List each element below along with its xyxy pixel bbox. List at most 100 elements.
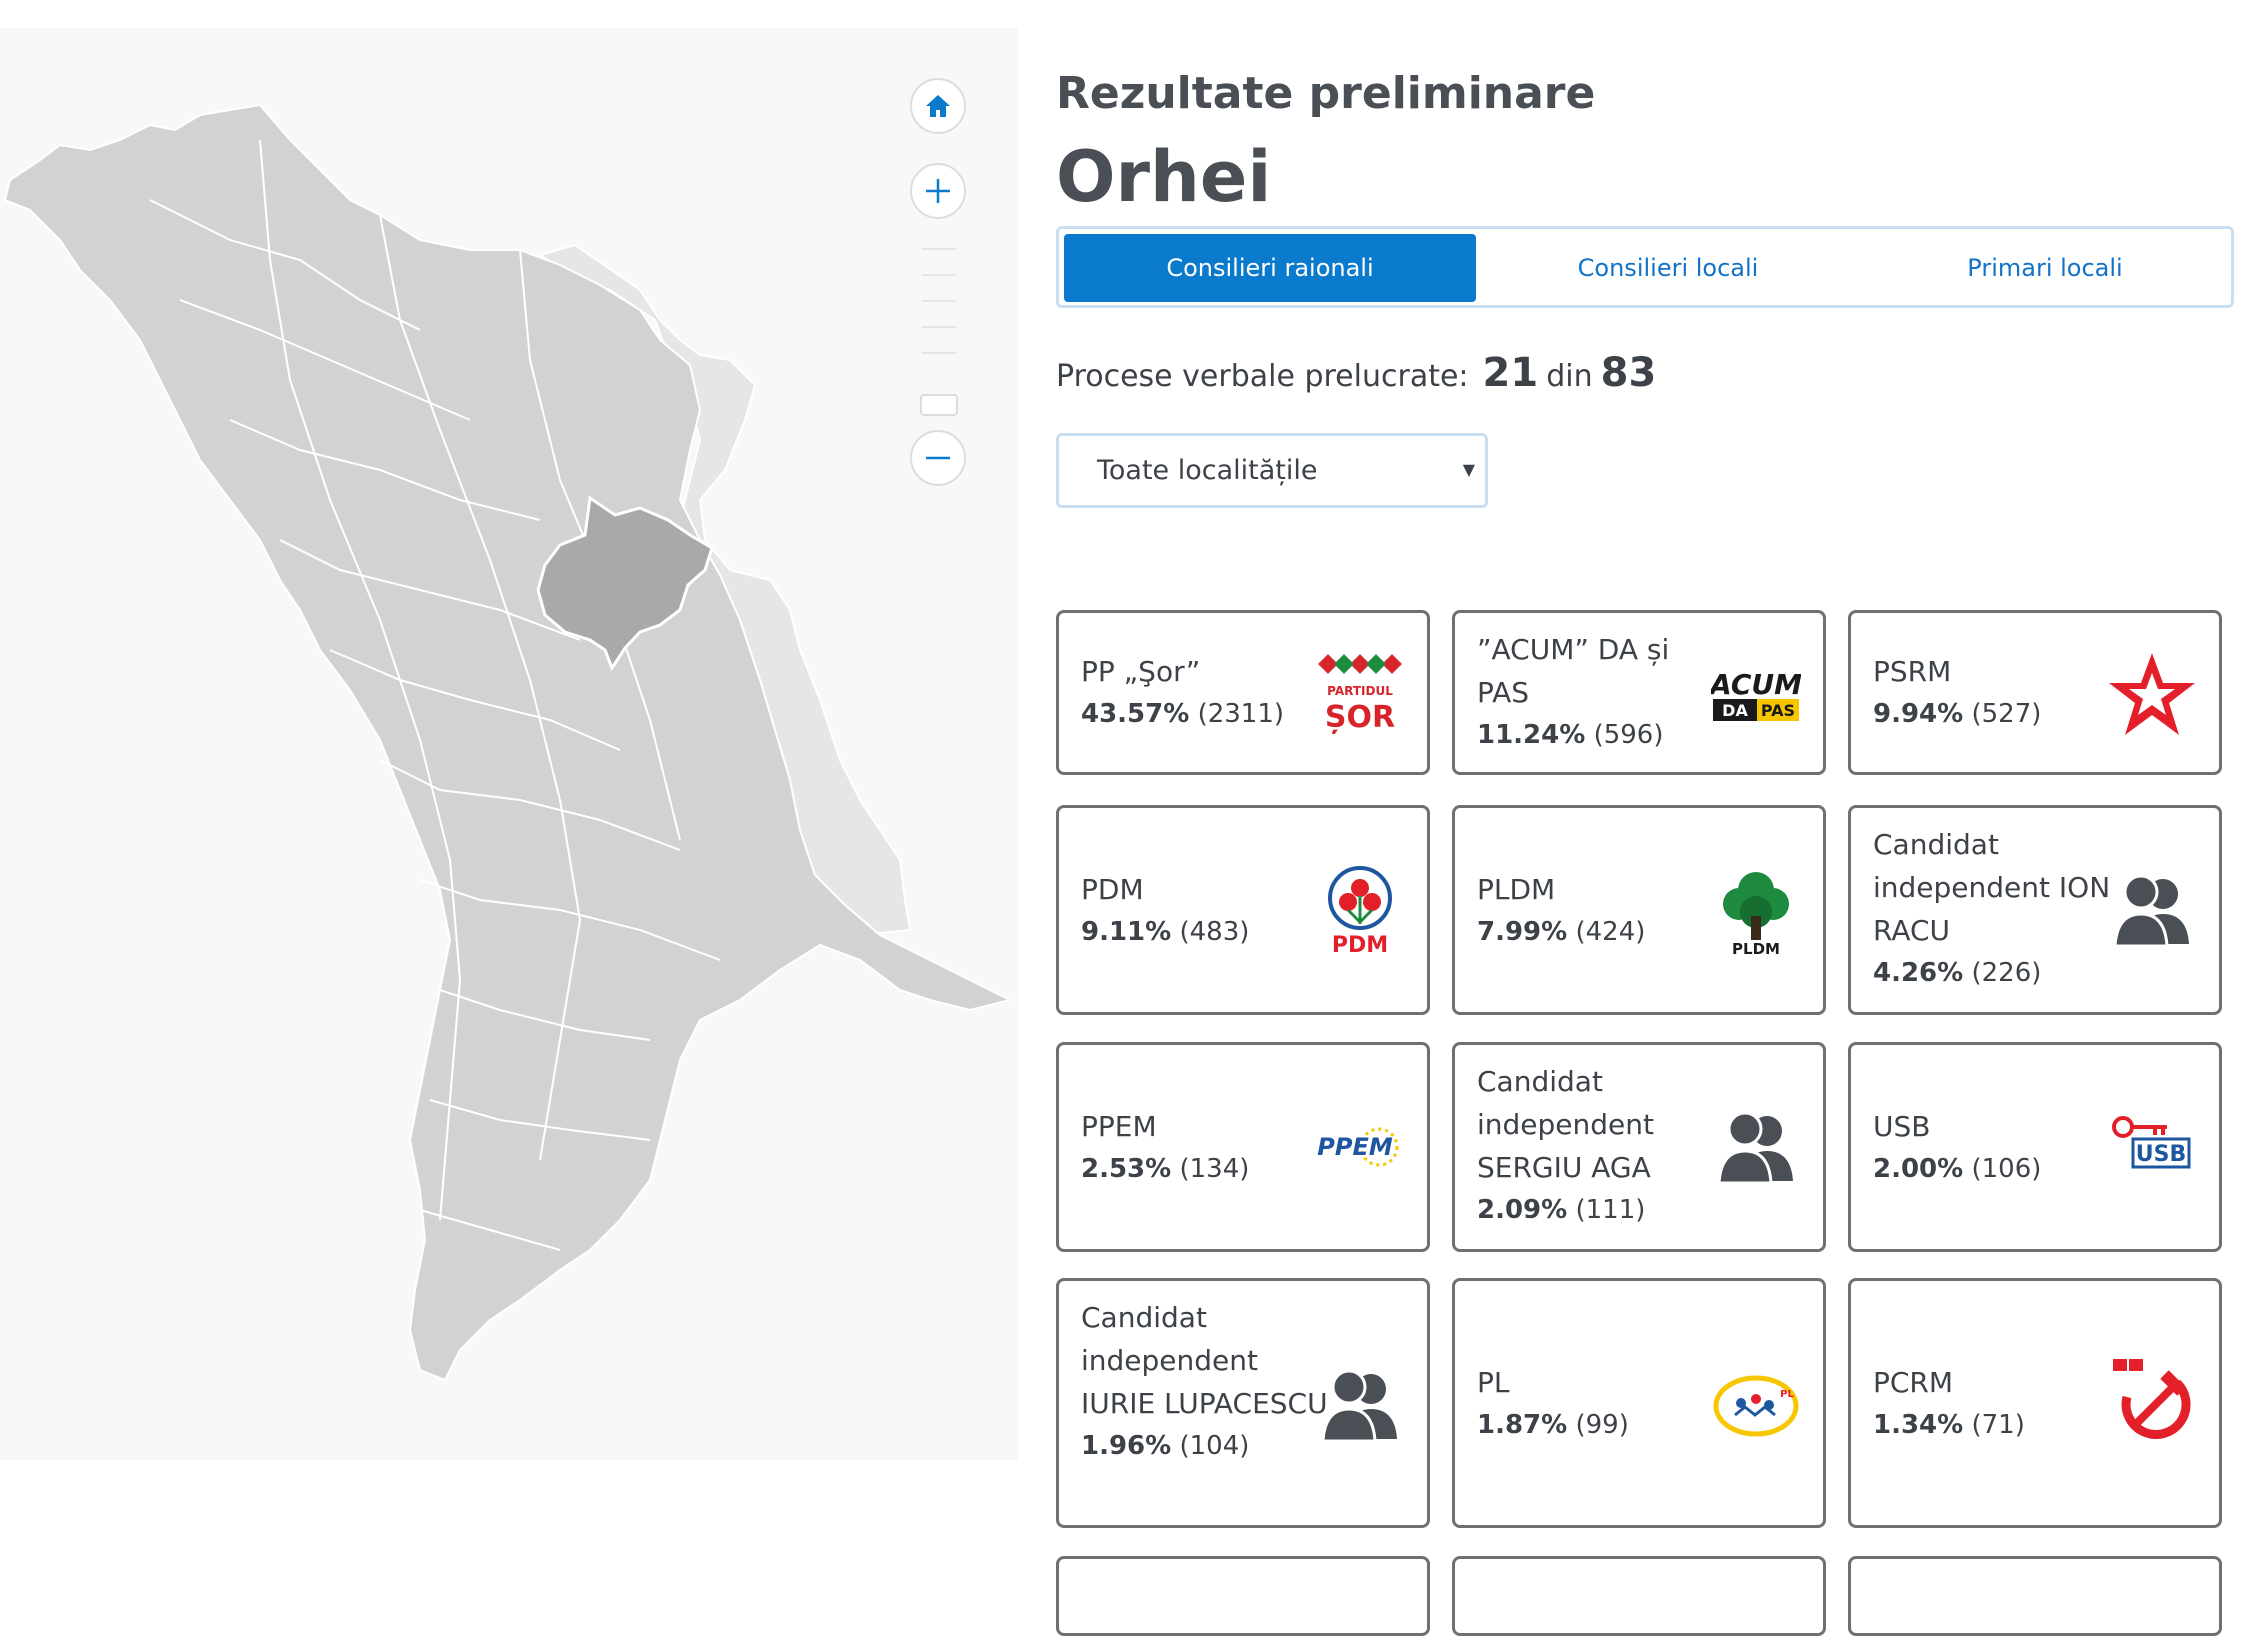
party-name: PLDM (1477, 873, 1556, 906)
result-card[interactable]: PP „Şor” 43.57% (2311) PARTIDUL ȘOR (1056, 610, 1430, 775)
zoom-tick (922, 300, 956, 302)
result-card[interactable]: PSRM 9.94% (527) (1848, 610, 2222, 775)
party-votes: (596) (1593, 720, 1664, 750)
party-percent: 9.94% (1873, 699, 1964, 729)
party-votes: (104) (1179, 1431, 1250, 1461)
plus-icon (926, 179, 950, 203)
locality-select-value: Toate localitățile (1097, 455, 1318, 486)
processed-label: Procese verbale prelucrate: (1056, 359, 1469, 394)
party-stat: 9.11% (483) (1081, 911, 1331, 954)
chevron-down-icon: ▼ (1462, 460, 1475, 479)
usb-logo: USB (2107, 1103, 2197, 1193)
tab-consilieri-locali[interactable]: Consilieri locali (1577, 254, 1759, 282)
people-icon (1315, 1361, 1405, 1451)
party-votes: (2311) (1197, 699, 1285, 729)
party-votes: (483) (1179, 917, 1250, 947)
result-card[interactable]: Candidat independent IURIE LUPACESCU 1.9… (1056, 1278, 1430, 1528)
processed-sep: din (1546, 359, 1593, 394)
hammer-sickle-logo (2107, 1353, 2197, 1443)
candidate-name: Candidat independent ION RACU (1873, 828, 2111, 947)
acum-logo: ACUM DA PAS (1711, 649, 1801, 739)
ppem-logo: PPEM (1315, 1103, 1405, 1193)
party-name: ”ACUM” DA și PAS (1477, 633, 1670, 709)
party-percent: 1.34% (1873, 1410, 1964, 1440)
party-name: PSRM (1873, 655, 1952, 688)
pl-logo: PL (1711, 1361, 1801, 1451)
party-percent: 9.11% (1081, 917, 1172, 947)
star-logo (2107, 649, 2197, 739)
result-card[interactable]: PPEM 2.53% (134) PPEM (1056, 1042, 1430, 1252)
zoom-in-button[interactable] (910, 163, 966, 219)
party-stat: 2.09% (111) (1477, 1189, 1727, 1232)
result-card[interactable]: PL 1.87% (99) PL (1452, 1278, 1826, 1528)
party-percent: 7.99% (1477, 917, 1568, 947)
zoom-slider-handle[interactable] (920, 394, 958, 416)
party-name: PDM (1081, 873, 1144, 906)
party-name: PPEM (1081, 1110, 1157, 1143)
candidate-name: Candidat independent SERGIU AGA (1477, 1065, 1654, 1184)
pdm-logo: PDM (1315, 866, 1405, 956)
result-card[interactable]: PDM 9.11% (483) PDM (1056, 805, 1430, 1015)
tab-primari-locali[interactable]: Primari locali (1967, 254, 2123, 282)
party-votes: (134) (1179, 1154, 1250, 1184)
acum-logo-da: DA (1722, 701, 1748, 720)
party-stat: 11.24% (596) (1477, 714, 1727, 757)
result-card[interactable] (1848, 1556, 2222, 1636)
result-card[interactable]: PLDM 7.99% (424) PLDM (1452, 805, 1826, 1015)
acum-logo-pas: PAS (1761, 701, 1795, 720)
zoom-tick (922, 352, 956, 354)
page-subtitle: Rezultate preliminare (1056, 68, 1596, 119)
party-stat: 43.57% (2311) (1081, 693, 1331, 736)
pl-logo-text: PL (1780, 1389, 1794, 1400)
result-card[interactable]: Candidat independent ION RACU 4.26% (226… (1848, 805, 2222, 1015)
processed-count: 21 (1482, 350, 1539, 396)
election-type-tabs: Consilieri raionali Consilieri locali Pr… (1056, 226, 2234, 308)
party-stat: 1.96% (104) (1081, 1425, 1331, 1468)
sor-logo-text2: ȘOR (1325, 700, 1395, 735)
processed-reports: Procese verbale prelucrate: 21 din 83 (1056, 350, 1656, 396)
zoom-out-button[interactable] (910, 430, 966, 486)
party-percent: 11.24% (1477, 720, 1586, 750)
party-votes: (226) (1971, 958, 2042, 988)
ppem-logo-text: PPEM (1317, 1133, 1393, 1161)
party-name: PP „Şor” (1081, 655, 1201, 688)
party-stat: 2.53% (134) (1081, 1148, 1331, 1191)
party-stat: 2.00% (106) (1873, 1148, 2123, 1191)
party-percent: 1.87% (1477, 1410, 1568, 1440)
map-region-orhei[interactable] (536, 495, 714, 672)
pldm-logo-text: PLDM (1732, 940, 1780, 956)
sor-logo: PARTIDUL ȘOR (1315, 649, 1405, 739)
party-name: PCRM (1873, 1366, 1954, 1399)
map-panel[interactable] (0, 28, 1018, 1460)
party-stat: 9.94% (527) (1873, 693, 2123, 736)
people-icon (2107, 866, 2197, 956)
zoom-tick (922, 326, 956, 328)
result-card[interactable] (1056, 1556, 1430, 1636)
party-votes: (106) (1971, 1154, 2042, 1184)
party-stat: 7.99% (424) (1477, 911, 1727, 954)
party-stat: 1.87% (99) (1477, 1404, 1727, 1447)
party-percent: 2.53% (1081, 1154, 1172, 1184)
sor-logo-text: PARTIDUL (1327, 684, 1393, 698)
result-card[interactable]: Candidat independent SERGIU AGA 2.09% (1… (1452, 1042, 1826, 1252)
party-percent: 4.26% (1873, 958, 1964, 988)
home-button[interactable] (910, 78, 966, 134)
processed-total: 83 (1600, 350, 1657, 396)
acum-logo-text: ACUM (1711, 668, 1801, 701)
tab-consilieri-raionali[interactable]: Consilieri raionali (1064, 234, 1476, 302)
locality-select[interactable]: Toate localitățile ▼ (1056, 433, 1488, 508)
result-card[interactable]: PCRM 1.34% (71) (1848, 1278, 2222, 1528)
result-card[interactable]: ”ACUM” DA și PAS 11.24% (596) ACUM DA PA… (1452, 610, 1826, 775)
party-percent: 2.00% (1873, 1154, 1964, 1184)
result-card[interactable] (1452, 1556, 1826, 1636)
party-percent: 43.57% (1081, 699, 1190, 729)
home-icon (926, 95, 950, 117)
moldova-map[interactable] (0, 0, 1018, 1460)
party-stat: 1.34% (71) (1873, 1404, 2123, 1447)
result-card[interactable]: USB 2.00% (106) USB (1848, 1042, 2222, 1252)
party-name: USB (1873, 1110, 1931, 1143)
people-icon (1711, 1103, 1801, 1193)
party-name: PL (1477, 1366, 1510, 1399)
party-votes: (111) (1575, 1195, 1646, 1225)
pdm-logo-text: PDM (1332, 933, 1388, 956)
